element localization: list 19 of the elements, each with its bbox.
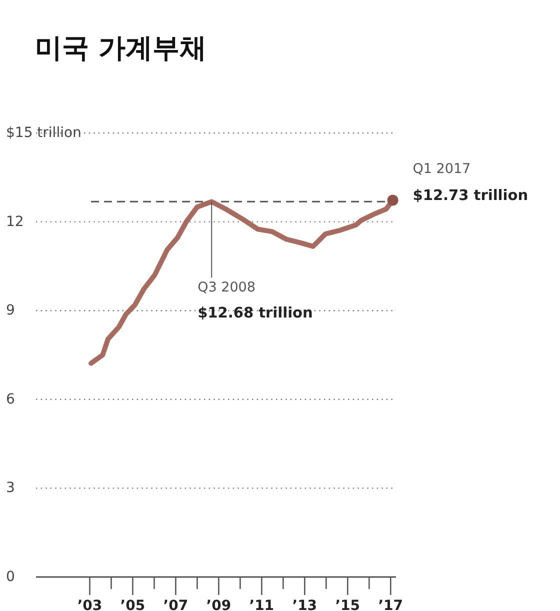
x-tick-label: ’17 bbox=[378, 598, 404, 611]
x-tick-label: ’13 bbox=[292, 598, 318, 611]
y-tick-label: 12 bbox=[6, 214, 24, 230]
x-tick-label: ’07 bbox=[163, 598, 188, 611]
annotation: $12.68 trillion bbox=[198, 306, 313, 322]
text: $12.73 trillion bbox=[412, 188, 528, 204]
y-tick-label: 6 bbox=[6, 391, 15, 408]
text: Q1 2017 bbox=[412, 161, 471, 178]
x-tick-label: ’09 bbox=[206, 598, 232, 611]
x-tick-label: ’11 bbox=[249, 598, 274, 611]
x-tick-label: ’05 bbox=[120, 598, 146, 611]
annotation: Q3 2008 bbox=[198, 280, 256, 296]
x-tick-label: ’15 bbox=[335, 598, 360, 611]
y-tick-label: 0 bbox=[6, 569, 15, 585]
y-tick-label: 9 bbox=[6, 302, 15, 319]
x-tick-label: ’03 bbox=[77, 598, 102, 611]
y-tick-label: $15 trillion bbox=[6, 125, 82, 141]
y-tick-label: 3 bbox=[6, 480, 15, 496]
chart-title: 미국 가계부채 bbox=[35, 33, 206, 64]
